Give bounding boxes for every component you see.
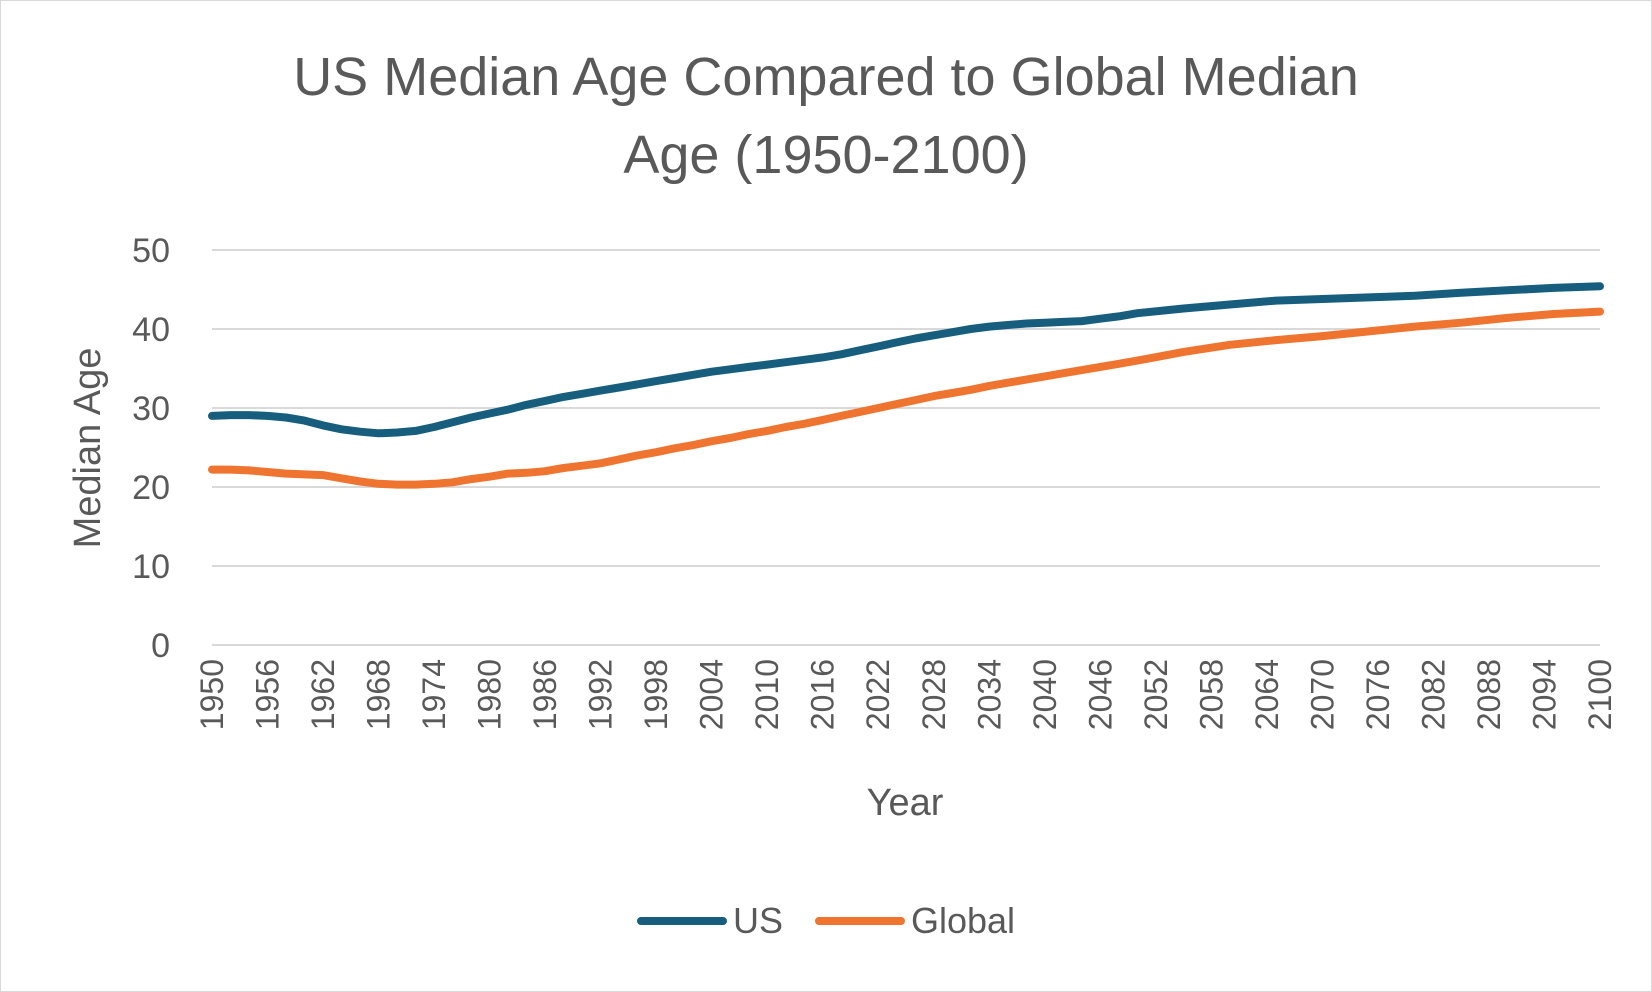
x-tick-label: 2100 bbox=[1582, 659, 1618, 730]
x-tick-label: 1992 bbox=[583, 659, 619, 730]
y-tick-label: 50 bbox=[132, 232, 170, 270]
chart-title-line-2: Age (1950-2100) bbox=[623, 125, 1029, 185]
x-tick-label: 2094 bbox=[1526, 659, 1562, 730]
chart-title-line-1: US Median Age Compared to Global Median bbox=[293, 47, 1359, 107]
x-tick-label: 2010 bbox=[749, 659, 785, 730]
y-axis-label: Median Age bbox=[67, 348, 109, 549]
x-tick-label: 1950 bbox=[194, 659, 230, 730]
x-tick-label: 2088 bbox=[1471, 659, 1507, 730]
x-tick-label: 2052 bbox=[1138, 659, 1174, 730]
legend-label-us: US bbox=[732, 900, 783, 941]
legend-swatch-us bbox=[636, 917, 727, 925]
x-tick-label: 2064 bbox=[1249, 659, 1285, 730]
x-tick-label: 1986 bbox=[527, 659, 563, 730]
y-tick-label: 0 bbox=[151, 627, 170, 665]
x-tick-label: 2058 bbox=[1193, 659, 1229, 730]
x-tick-label: 1974 bbox=[416, 659, 452, 730]
y-tick-label: 40 bbox=[132, 311, 170, 349]
x-tick-label: 2022 bbox=[860, 659, 896, 730]
x-tick-label: 1980 bbox=[472, 659, 508, 730]
legend-item-global: Global bbox=[814, 900, 1016, 942]
x-tick-label: 1956 bbox=[250, 659, 286, 730]
y-tick-label: 10 bbox=[132, 548, 170, 586]
x-tick-label: 1962 bbox=[305, 659, 341, 730]
x-tick-label: 2040 bbox=[1027, 659, 1063, 730]
x-tick-label: 2076 bbox=[1360, 659, 1396, 730]
y-tick-label: 30 bbox=[132, 390, 170, 428]
x-tick-label: 1968 bbox=[361, 659, 397, 730]
legend-item-us: US bbox=[636, 900, 783, 942]
x-tick-label: 2034 bbox=[971, 659, 1007, 730]
x-tick-label: 2028 bbox=[916, 659, 952, 730]
series-line-us bbox=[208, 282, 1604, 438]
x-tick-label: 2016 bbox=[805, 659, 841, 730]
series-line-global bbox=[208, 307, 1604, 489]
x-tick-label: 2004 bbox=[694, 659, 730, 730]
x-tick-label: 1998 bbox=[638, 659, 674, 730]
legend: US Global bbox=[0, 900, 1652, 942]
x-tick-label: 2046 bbox=[1082, 659, 1118, 730]
legend-swatch-global bbox=[814, 917, 905, 925]
y-tick-label: 20 bbox=[132, 469, 170, 507]
legend-label-global: Global bbox=[910, 900, 1016, 941]
x-axis-label: Year bbox=[867, 782, 944, 824]
x-tick-label: 2082 bbox=[1415, 659, 1451, 730]
chart-title: US Median Age Compared to Global Median … bbox=[0, 38, 1652, 194]
x-tick-label: 2070 bbox=[1304, 659, 1340, 730]
